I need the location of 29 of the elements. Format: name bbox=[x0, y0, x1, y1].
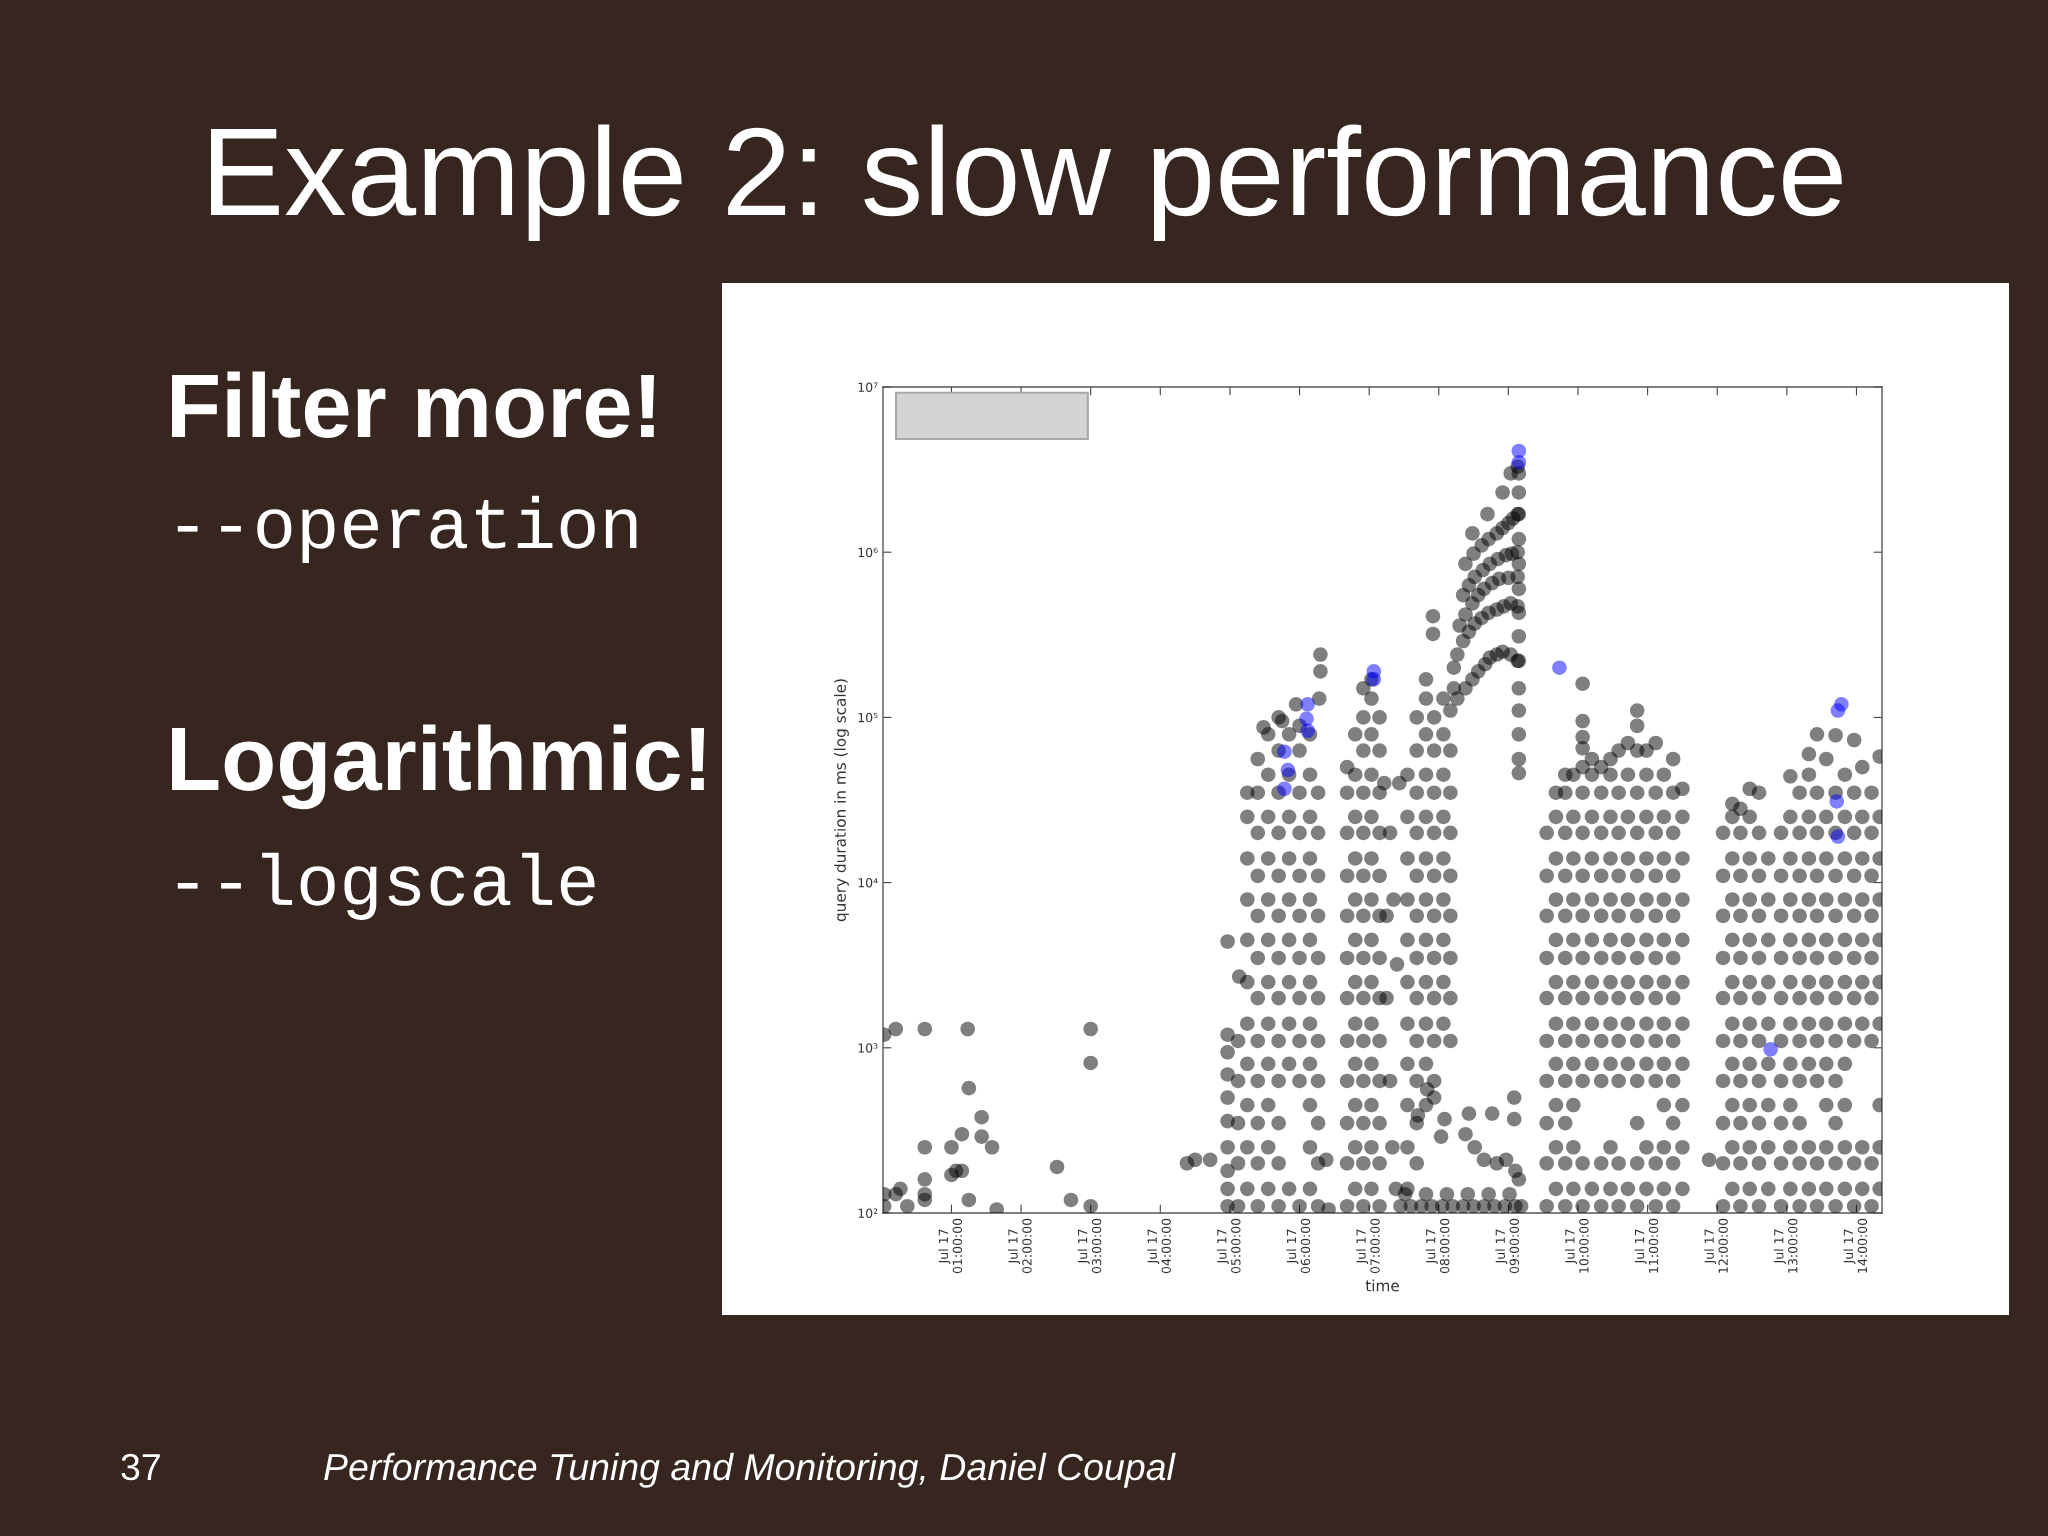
chart-title: Example 2: slow performance bbox=[211, 124, 1842, 241]
x-tick-label: Jul 17 06:00:00 bbox=[1286, 1218, 1311, 1274]
text: --operation bbox=[177, 495, 637, 563]
text: Performance Tuning and Monitoring, Daniel Coupal bbox=[324, 1452, 1176, 1488]
x-tick-label: Jul 17 13:00:00 bbox=[1773, 1218, 1798, 1273]
y-tick-label: 10² bbox=[858, 1208, 878, 1218]
x-tick-label: Jul 17 04:00:00 bbox=[1147, 1218, 1171, 1274]
x-tick-label: Jul 17 02:00:00 bbox=[1008, 1218, 1032, 1274]
x-tick-label: Jul 17 11:00:00 bbox=[1634, 1218, 1659, 1273]
y-tick-label: 10³ bbox=[858, 1043, 878, 1053]
text: --logscale bbox=[177, 852, 595, 920]
x-tick-label: Jul 17 01:00:00 bbox=[938, 1218, 963, 1274]
y-tick-label: 10⁵ bbox=[858, 712, 878, 723]
text: Filter more! bbox=[172, 371, 655, 438]
x-tick-label: Jul 17 07:00:00 bbox=[1356, 1218, 1380, 1274]
x-tick-label: Jul 17 03:00:00 bbox=[1077, 1218, 1102, 1274]
y-tick-label: 10⁶ bbox=[858, 547, 878, 558]
x-tick-label: Jul 17 05:00:00 bbox=[1216, 1218, 1241, 1274]
y-axis-title: query duration in ms (log scale) bbox=[834, 679, 849, 922]
x-tick-label: Jul 17 12:00:00 bbox=[1704, 1218, 1728, 1273]
x-tick-label: Jul 17 08:00:00 bbox=[1425, 1218, 1450, 1274]
x-axis-title: time bbox=[1365, 1279, 1399, 1292]
text: 37 bbox=[121, 1453, 160, 1481]
y-tick-label: 10⁷ bbox=[858, 382, 878, 392]
y-tick-label: 10⁴ bbox=[858, 878, 878, 888]
text: Logarithmic! bbox=[172, 724, 705, 810]
x-tick-label: Jul 17 10:00:00 bbox=[1564, 1218, 1589, 1273]
x-tick-label: Jul 17 14:00:00 bbox=[1843, 1218, 1868, 1273]
x-tick-label: Jul 17 09:00:00 bbox=[1495, 1218, 1520, 1274]
